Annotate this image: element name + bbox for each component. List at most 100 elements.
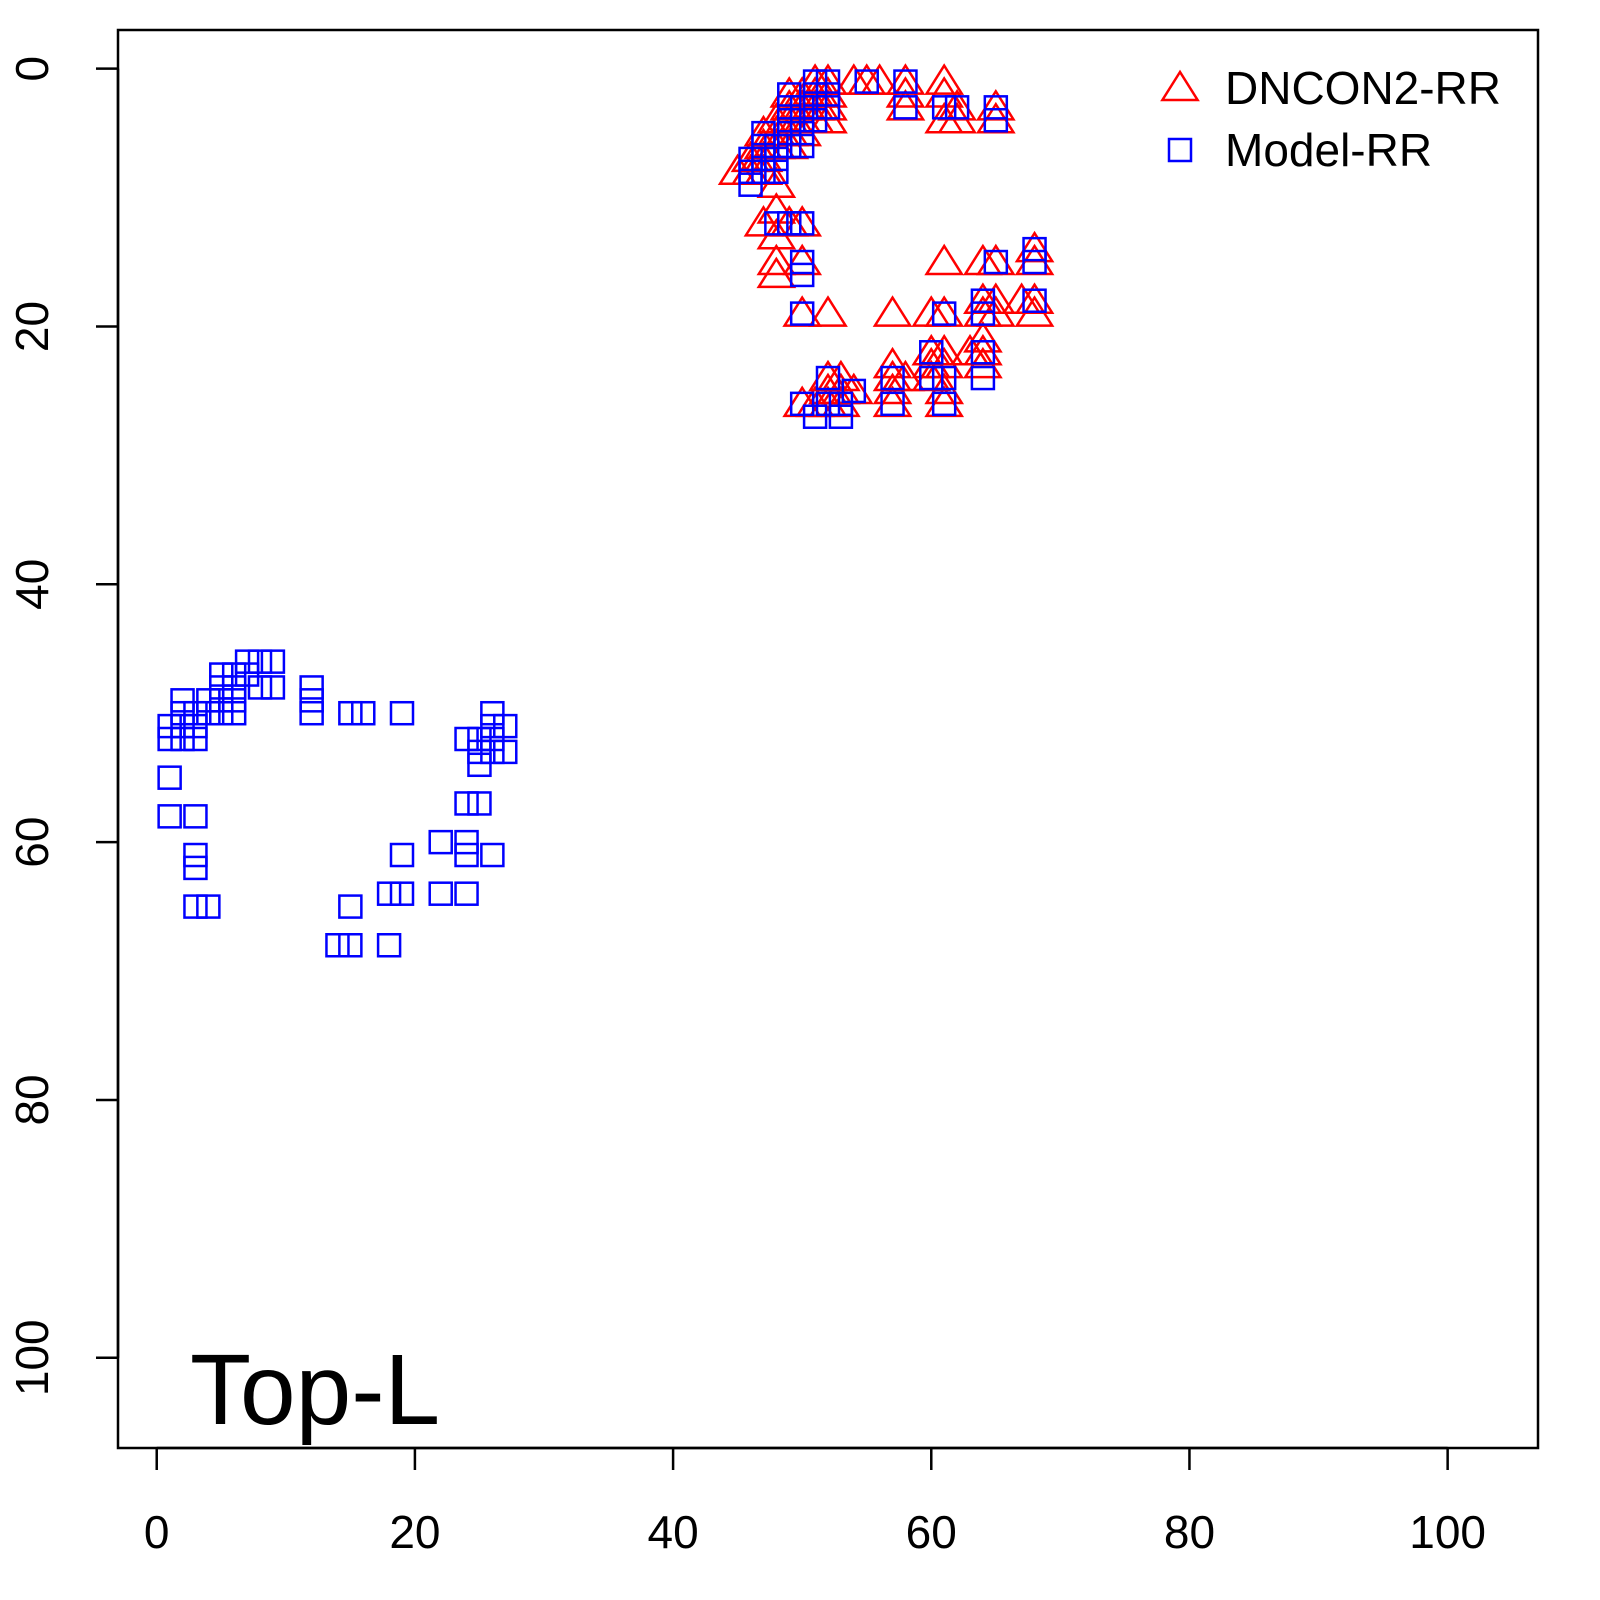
square-point (389, 700, 415, 726)
square-point (183, 855, 208, 881)
square-point (234, 649, 260, 674)
square-point (376, 881, 402, 906)
square-point (764, 133, 789, 159)
square-point (931, 365, 957, 391)
square-point (841, 378, 867, 404)
square-point (376, 933, 402, 958)
triangle-point (924, 243, 965, 276)
y-tick-label: 0 (6, 56, 58, 82)
square-point (880, 391, 905, 417)
square-point (338, 933, 363, 958)
square-point (789, 133, 815, 159)
square-point (777, 107, 802, 133)
square-point (1022, 236, 1047, 262)
square-point (183, 804, 208, 829)
square-point (931, 95, 957, 120)
square-point (234, 662, 260, 687)
square-point (802, 404, 828, 429)
square-point (919, 365, 944, 391)
square-point (789, 211, 815, 236)
x-tick-label: 100 (1409, 1506, 1486, 1558)
square-point (738, 146, 763, 172)
square-point (789, 249, 815, 275)
square-point (157, 726, 182, 752)
square-point (751, 120, 776, 146)
square-point (480, 700, 505, 726)
annotation: Top-L (190, 1334, 440, 1446)
square-point (751, 146, 776, 172)
square-point (209, 662, 234, 687)
square-point (764, 146, 789, 172)
square-point (1022, 249, 1047, 275)
square-point (815, 365, 841, 391)
square-point (893, 95, 918, 120)
square-point (789, 301, 815, 326)
y-tick-label: 20 (6, 301, 58, 352)
square-point (467, 791, 492, 816)
legend-marker (1167, 137, 1193, 163)
square-point (815, 82, 841, 107)
square-point (777, 82, 802, 107)
square-point (183, 726, 208, 752)
square-point (183, 842, 208, 868)
square-point (802, 82, 828, 107)
square-point (196, 700, 221, 726)
square-point (170, 700, 195, 726)
square-point (777, 211, 802, 236)
legend-marker (1160, 69, 1200, 102)
square-point (260, 649, 286, 674)
square-point (493, 739, 518, 765)
square-point (299, 688, 324, 713)
square-point (983, 249, 1009, 275)
square-point (338, 700, 363, 726)
square-point (789, 262, 815, 288)
square-point (802, 95, 828, 120)
square-point (454, 726, 479, 752)
square-point (789, 120, 815, 146)
triangle-point (975, 282, 1016, 314)
square-point (970, 340, 996, 365)
square-point (351, 700, 376, 726)
square-point (828, 391, 854, 417)
square-point (970, 365, 996, 391)
square-point (777, 120, 802, 146)
square-point (196, 894, 221, 919)
square-point (931, 391, 957, 417)
square-point (157, 804, 182, 829)
square-point (931, 301, 957, 326)
square-point (815, 391, 841, 417)
square-point (209, 675, 234, 700)
square-point (738, 159, 763, 185)
y-tick-label: 80 (6, 1074, 58, 1125)
square-point (299, 675, 324, 700)
legend-label: Model-RR (1225, 124, 1432, 176)
square-point (880, 365, 905, 391)
square-point (467, 726, 492, 752)
square-point (209, 700, 234, 726)
square-point (480, 739, 505, 765)
square-point (157, 765, 182, 790)
square-point (802, 69, 828, 94)
square-point (209, 688, 234, 713)
square-point (789, 107, 815, 133)
square-point (221, 675, 247, 700)
square-point (170, 688, 195, 713)
x-tick-label: 40 (648, 1506, 699, 1558)
square-point (738, 172, 763, 197)
plot-frame (116, 28, 1540, 1450)
square-point (944, 95, 970, 120)
square-point (183, 894, 208, 919)
square-point (454, 881, 479, 906)
square-point (157, 713, 182, 739)
square-point (428, 881, 453, 906)
square-point (260, 675, 286, 700)
square-point (815, 69, 841, 94)
square-point (454, 791, 479, 816)
square-point (247, 649, 273, 674)
square-point (221, 662, 247, 687)
square-point (299, 700, 324, 726)
x-tick-label: 80 (1164, 1506, 1215, 1558)
square-point (428, 829, 453, 855)
square-point (1022, 288, 1047, 313)
